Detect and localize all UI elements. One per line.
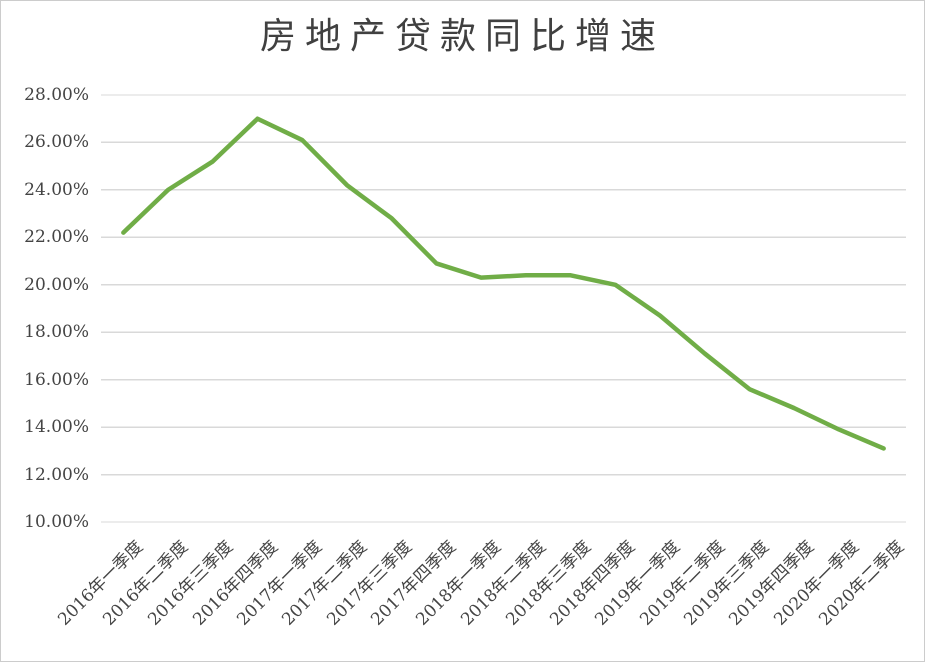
y-tick-label: 24.00% [24, 179, 89, 200]
y-tick-label: 26.00% [24, 132, 89, 153]
y-tick-label: 28.00% [24, 85, 89, 105]
gridlines [101, 94, 906, 523]
y-tick-label: 20.00% [24, 274, 89, 295]
chart-title: 房地产贷款同比增速 [259, 16, 665, 57]
y-tick-label: 12.00% [24, 464, 89, 485]
y-tick-label: 10.00% [24, 512, 89, 532]
y-tick-label: 14.00% [24, 417, 89, 438]
y-tick-label: 22.00% [24, 227, 89, 248]
series-line [121, 116, 886, 451]
y-tick-label: 18.00% [24, 322, 89, 343]
y-tick-label: 16.00% [24, 369, 89, 390]
